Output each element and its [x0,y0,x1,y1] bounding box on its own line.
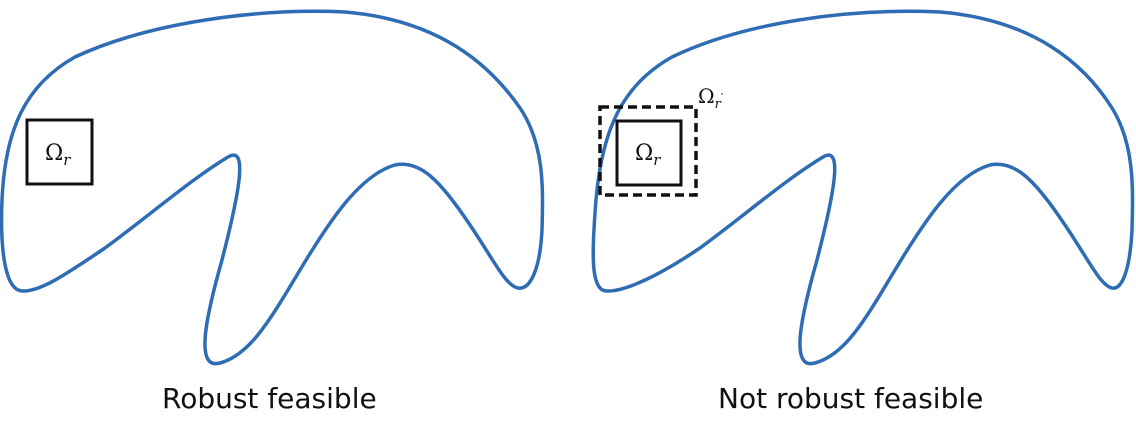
caption-not-robust-feasible: Not robust feasible [718,382,984,415]
omega-r-label-left: Ωr [45,141,71,169]
feasible-region-left [0,9,545,366]
outer-dashed-box-right [598,105,698,197]
inner-box-left [25,118,94,186]
panel-left: Ωr [0,9,545,366]
caption-robust-feasible: Robust feasible [162,382,377,415]
omega-r-label-right: Ωr [635,141,661,169]
panel-right: Ωr Ωr′ [591,9,1135,366]
feasible-region-right [591,9,1135,366]
inner-box-right [615,119,683,187]
omega-r-prime-label: Ωr′ [698,84,724,112]
